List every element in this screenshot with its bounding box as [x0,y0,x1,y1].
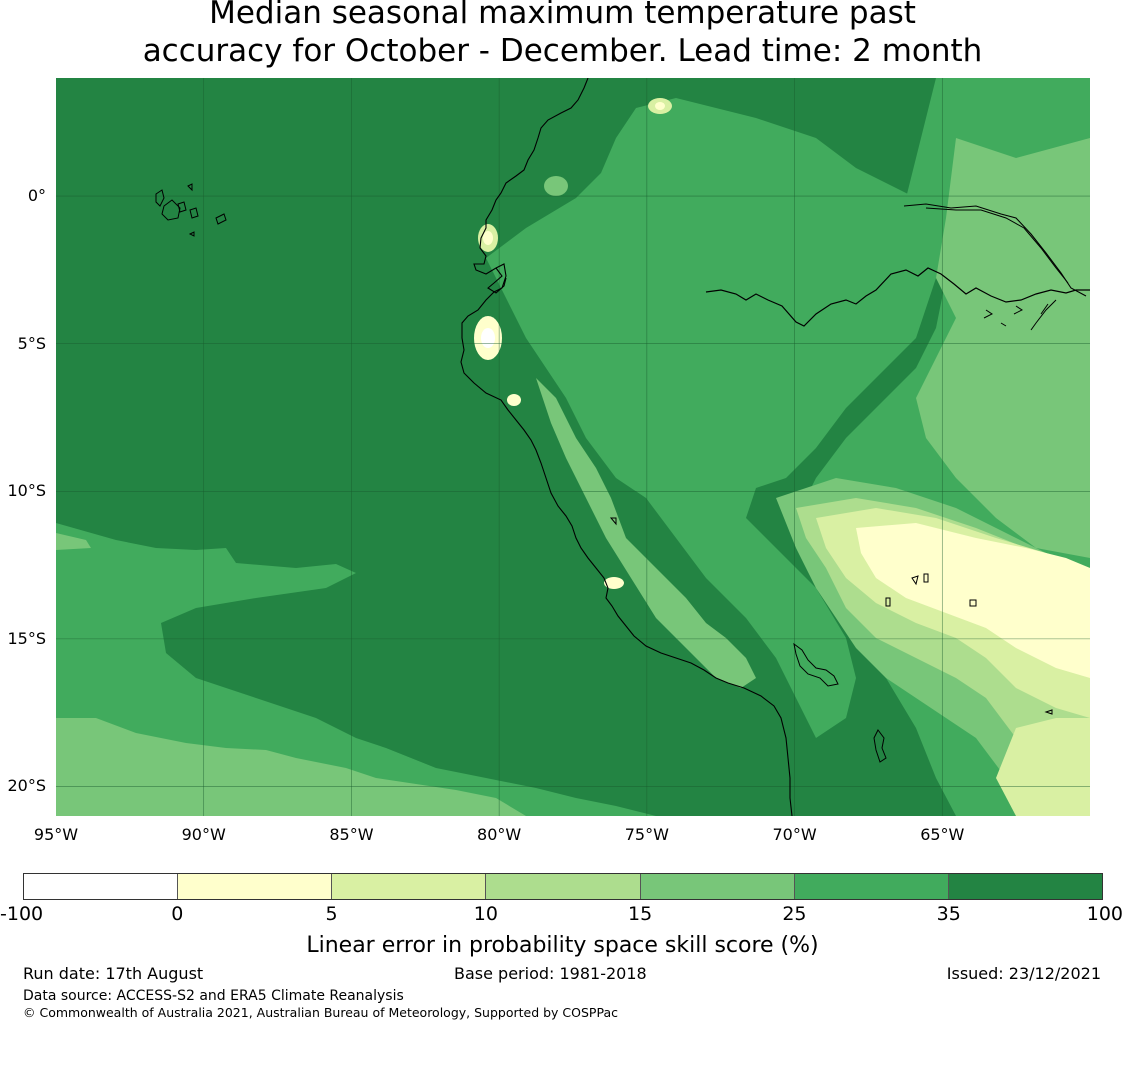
lon-label-5: 70°W [772,825,817,844]
colorbar-tick-5: 25 [782,903,807,925]
amazon-river-islands [983,299,1057,331]
lat-label-3: 15°S [7,628,46,648]
coastline-gulf-guayaquil [487,267,507,294]
colorbar-segment-6 [948,874,1102,899]
skill-spot-coast-7s [507,394,521,406]
lat-label-2: 10°S [7,481,46,501]
lake-poopo [873,729,887,763]
lake-small-4 [969,599,977,607]
lake-small-5 [1044,709,1053,715]
issued-date: Issued: 23/12/2021 [946,964,1101,983]
map-gridlines [56,78,1090,816]
lake-small-3 [885,597,891,607]
colorbar-tick-1: 0 [171,903,184,925]
title-line-2: accuracy for October - December. Lead ti… [142,33,983,69]
skill-region-andes-band [486,98,956,738]
chart-title: Median seasonal maximum temperature past… [0,0,1125,70]
lat-label-0: 0° [27,186,46,206]
colorbar-tick-7: 100 [1086,903,1123,925]
lon-label-6: 65°W [920,825,965,844]
coastline-south-america [460,78,793,816]
colorbar-tick-6: 35 [936,903,961,925]
colorbar-segment-3 [486,874,641,899]
colorbar-segment-5 [794,874,949,899]
map-canvas [56,78,1090,816]
lat-label-1: 5°S [17,333,46,353]
lon-label-4: 75°W [624,825,669,844]
lake-small-6 [609,517,617,526]
amazon-river-north-2 [925,207,1069,284]
skill-region-amazon-light [916,138,1090,558]
lon-label-0: 95°W [33,825,79,844]
skill-region-ocean-west-strip [56,533,91,550]
base-period: Base period: 1981-2018 [454,964,647,983]
colorbar-tick-4: 15 [628,903,653,925]
skill-region-ocean-southwest [56,523,656,816]
data-source: Data source: ACCESS-S2 and ERA5 Climate … [23,988,404,1004]
run-date: Run date: 17th August [23,964,204,983]
lon-label-1: 90°W [181,825,226,844]
colorbar-segment-2 [332,874,487,899]
skill-region-ocean-south-light [56,718,526,816]
lake-small-1 [911,575,919,586]
amazon-river [705,267,1090,327]
galapagos-islands [155,183,227,237]
map-panel[interactable] [56,78,1090,816]
lon-label-2: 85°W [329,825,374,844]
skill-spot-piura-core [483,231,493,245]
colorbar-label: Linear error in probability space skill … [306,933,819,958]
colorbar-segment-0 [24,874,179,899]
skill-region-southeast-pale [996,718,1090,816]
lake-small-2 [923,573,929,583]
skill-region-andes-light [536,378,756,688]
lat-label-4: 20°S [7,776,46,796]
colorbar-segment-4 [640,874,795,899]
colorbar-segment-1 [178,874,333,899]
skill-spot-guayaquil-core [481,328,495,348]
colorbar-tick-0: -100 [0,903,44,925]
colorbar-tick-2: 5 [325,903,338,925]
colorbar [23,873,1103,900]
lake-titicaca [793,642,839,687]
skill-spot-lima [604,577,624,589]
colorbar-tick-3: 10 [473,903,498,925]
copyright-notice: © Commonwealth of Australia 2021, Austra… [23,1005,618,1020]
skill-spot-north-core [655,102,665,110]
skill-spot-colombia [544,176,568,196]
title-line-1: Median seasonal maximum temperature past [209,0,916,31]
lon-label-3: 80°W [477,825,522,844]
